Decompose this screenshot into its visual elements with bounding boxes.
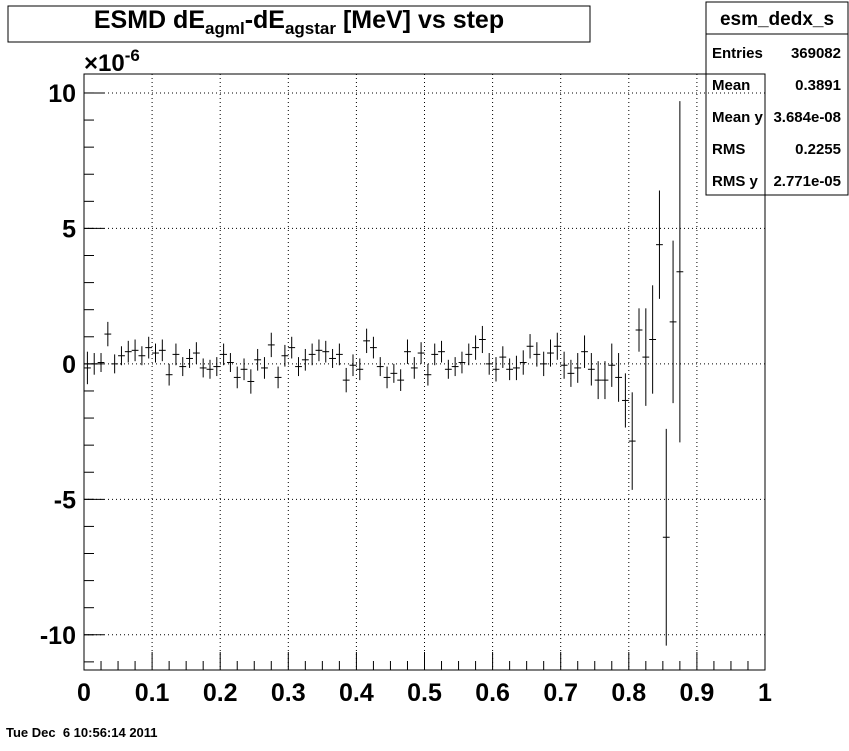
chart-title: ESMD dEagml-dEagstar [MeV] vs step bbox=[94, 6, 504, 38]
x-tick-label: 0.9 bbox=[680, 679, 715, 707]
stats-label: Mean bbox=[712, 77, 750, 94]
stats-frame bbox=[705, 1, 849, 196]
stats-value: 0.2255 bbox=[795, 141, 841, 158]
multiplier-exponent: -6 bbox=[125, 46, 140, 65]
title-text: ESMD dE bbox=[94, 6, 205, 34]
title-subscript: agml bbox=[205, 19, 245, 38]
x-tick-label: 0.1 bbox=[135, 679, 170, 707]
x-tick-label: 0 bbox=[77, 679, 91, 707]
x-tick-label: 1 bbox=[758, 679, 772, 707]
stats-label: Entries bbox=[712, 45, 763, 62]
title-text: -dE bbox=[245, 6, 285, 34]
stats-label: RMS y bbox=[712, 173, 759, 190]
stats-value: 369082 bbox=[791, 45, 841, 62]
stats-label: Mean y bbox=[712, 109, 764, 126]
x-tick-label: 0.6 bbox=[475, 679, 510, 707]
title-box bbox=[7, 5, 591, 43]
y-tick-label: 0 bbox=[62, 351, 76, 379]
timestamp: Tue Dec 6 10:56:14 2011 bbox=[6, 725, 158, 740]
x-tick-label: 0.4 bbox=[339, 679, 374, 707]
axis-multiplier: ×10-6 bbox=[84, 46, 140, 77]
x-tick-label: 0.3 bbox=[271, 679, 306, 707]
stats-label: RMS bbox=[712, 141, 745, 158]
y-tick-label: -10 bbox=[40, 622, 76, 650]
multiplier-base: ×10 bbox=[84, 50, 125, 77]
stats-value: 2.771e-05 bbox=[773, 173, 841, 190]
x-tick-label: 0.7 bbox=[543, 679, 578, 707]
title-text: [MeV] vs step bbox=[336, 6, 504, 34]
stats-title: esm_dedx_s bbox=[720, 9, 834, 30]
x-tick-label: 0.2 bbox=[203, 679, 238, 707]
stats-value: 3.684e-08 bbox=[773, 109, 841, 126]
x-tick-label: 0.8 bbox=[611, 679, 646, 707]
x-tick-label: 0.5 bbox=[407, 679, 442, 707]
y-tick-label: 5 bbox=[62, 215, 76, 243]
stats-box: esm_dedx_s Entries 369082 Mean 0.3891 Mean y… bbox=[705, 1, 849, 196]
stats-value: 0.3891 bbox=[795, 77, 841, 94]
y-tick-label: -5 bbox=[54, 486, 76, 514]
y-tick-label: 10 bbox=[48, 80, 76, 108]
title-subscript: agstar bbox=[285, 19, 336, 38]
